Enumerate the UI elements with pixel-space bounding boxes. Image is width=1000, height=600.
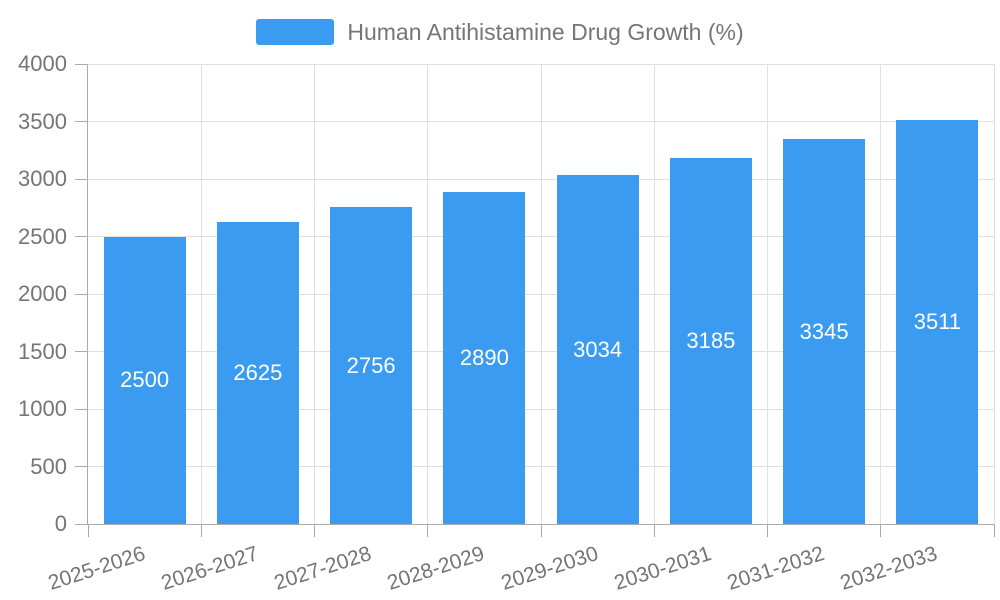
- bar[interactable]: [216, 222, 299, 524]
- x-gridline: [427, 64, 429, 524]
- x-axis-tick: [993, 524, 995, 537]
- y-axis-tick: [75, 63, 88, 65]
- bar-value-label: 3185: [686, 327, 736, 353]
- bar-value-label: 3034: [573, 336, 623, 362]
- bar[interactable]: [556, 175, 639, 524]
- x-gridline: [993, 64, 995, 524]
- legend-swatch-icon[interactable]: [256, 19, 335, 45]
- x-axis-tick: [880, 524, 882, 537]
- bar-value-label: 3345: [799, 318, 849, 344]
- x-gridline: [880, 64, 882, 524]
- x-axis-tick: [87, 524, 89, 537]
- x-axis-tick: [767, 524, 768, 537]
- x-gridline: [767, 64, 768, 524]
- bar-value-label: 2625: [233, 360, 283, 386]
- x-axis-tick: [314, 524, 315, 537]
- y-axis-tick: [75, 178, 88, 180]
- bar-value-label: 2500: [120, 367, 170, 393]
- x-axis-tick: [427, 524, 429, 537]
- y-axis-tick-label: 2500: [18, 223, 67, 249]
- bar-value-label: 3511: [913, 309, 962, 335]
- legend-label: Human Antihistamine Drug Growth (%): [347, 19, 744, 45]
- y-axis-tick-label: 0: [54, 511, 67, 536]
- y-axis-tick-label: 3500: [18, 108, 67, 134]
- y-axis-tick-label: 3000: [18, 166, 67, 191]
- y-axis-tick: [75, 293, 88, 295]
- y-axis-tick-label: 2000: [18, 281, 67, 306]
- x-gridline: [200, 64, 202, 524]
- bar-value-label: 2890: [459, 344, 509, 370]
- bar-value-label: 2756: [346, 352, 396, 378]
- x-gridline: [314, 64, 315, 524]
- y-axis-tick-label: 4000: [18, 51, 67, 76]
- bar[interactable]: [669, 157, 752, 524]
- legend[interactable]: Human Antihistamine Drug Growth (%): [0, 17, 1000, 47]
- x-axis-tick: [653, 524, 655, 537]
- x-axis-tick: [540, 524, 542, 537]
- y-axis-tick-label: 500: [30, 453, 67, 479]
- x-axis-tick: [200, 524, 202, 537]
- y-axis-tick-label: 1000: [18, 396, 67, 421]
- y-axis-tick-label: 1500: [18, 338, 67, 364]
- y-axis-tick: [75, 408, 88, 410]
- y-axis-tick: [75, 466, 88, 467]
- x-gridline: [653, 64, 655, 524]
- y-axis-tick: [75, 351, 88, 352]
- bar[interactable]: [783, 139, 866, 524]
- y-axis-tick: [75, 523, 88, 525]
- bar[interactable]: [330, 207, 413, 524]
- bar[interactable]: [896, 120, 979, 524]
- y-axis-tick: [75, 236, 88, 237]
- bar[interactable]: [103, 236, 186, 524]
- y-axis-tick: [75, 121, 88, 122]
- bar[interactable]: [443, 191, 526, 524]
- x-gridline: [540, 64, 542, 524]
